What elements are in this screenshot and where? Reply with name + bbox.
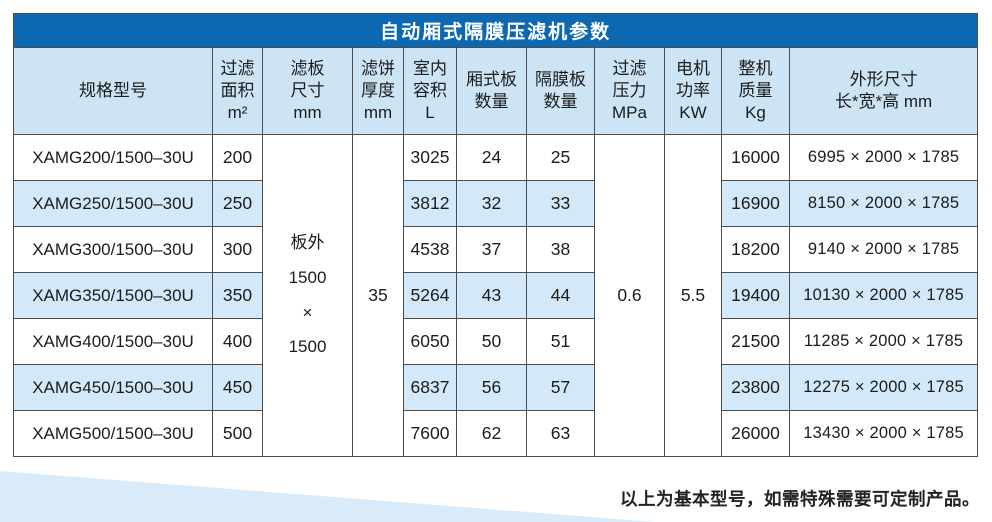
cell-cake-thickness: 35 (352, 134, 404, 457)
table-row: XAMG350/1500–30U 350 5264 43 44 19400 10130 × … (13, 272, 979, 319)
cell-model: XAMG450/1500–30U (13, 364, 213, 411)
cell-model: XAMG350/1500–30U (13, 272, 213, 319)
cell-area: 450 (212, 364, 263, 411)
cell-diaphragm: 38 (526, 226, 595, 273)
table-row: XAMG200/1500–30U 200 板外 1500 × 1500 35 3025 2… (13, 134, 979, 457)
cell-weight: 16000 (721, 134, 790, 181)
cell-chamber: 50 (456, 318, 527, 365)
table-row: XAMG250/1500–30U 250 3812 32 33 16900 8150 × 2… (13, 180, 979, 227)
cell-model: XAMG500/1500–30U (13, 410, 213, 457)
cell-plate-size: 板外 1500 × 1500 (262, 134, 353, 457)
column-header-plate-size: 滤板 尺寸 mm (262, 47, 353, 135)
cell-chamber: 62 (456, 410, 527, 457)
footer-note: 以上为基本型号，如需特殊需要可定制产品。 (620, 489, 980, 509)
cell-volume: 5264 (403, 272, 457, 319)
cell-weight: 21500 (721, 318, 790, 365)
cell-volume: 6050 (403, 318, 457, 365)
cell-weight: 26000 (721, 410, 790, 457)
cell-diaphragm: 25 (526, 134, 595, 181)
table-row: XAMG500/1500–30U 500 7600 62 63 26000 13430 × … (13, 410, 979, 457)
cell-volume: 3812 (403, 180, 457, 227)
cell-volume: 6837 (403, 364, 457, 411)
column-header-cake-thickness: 滤饼 厚度 mm (352, 47, 404, 135)
cell-dims: 8150 × 2000 × 1785 (788, 180, 979, 227)
cell-dims: 9140 × 2000 × 1785 (788, 226, 979, 273)
decorative-wedge (0, 471, 655, 522)
cell-diaphragm: 63 (526, 410, 595, 457)
cell-area: 350 (212, 272, 263, 319)
column-header-motor-power: 电机 功率 KW (664, 47, 722, 135)
table-row: XAMG450/1500–30U 450 6837 56 57 23800 12275 × … (13, 364, 979, 411)
column-header-chamber-volume: 室内 容积 L (403, 47, 457, 135)
cell-dims: 6995 × 2000 × 1785 (788, 134, 979, 181)
cell-model: XAMG250/1500–30U (13, 180, 213, 227)
cell-chamber: 32 (456, 180, 527, 227)
cell-area: 500 (212, 410, 263, 457)
table-title-row: 自动厢式隔膜压滤机参数 (12, 13, 979, 48)
cell-diaphragm: 44 (526, 272, 595, 319)
cell-chamber: 37 (456, 226, 527, 273)
cell-model: XAMG400/1500–30U (13, 318, 213, 365)
cell-area: 400 (212, 318, 263, 365)
column-header-model: 规格型号 (13, 47, 213, 135)
table-row: XAMG400/1500–30U 400 6050 50 51 21500 11285 × … (13, 318, 979, 365)
table-row: XAMG300/1500–30U 300 4538 37 38 18200 9140 × 2… (13, 226, 979, 273)
cell-area: 200 (212, 134, 263, 181)
cell-weight: 19400 (721, 272, 790, 319)
cell-dims: 11285 × 2000 × 1785 (788, 318, 979, 365)
column-header-machine-weight: 整机 质量 Kg (721, 47, 790, 135)
table-title: 自动厢式隔膜压滤机参数 (12, 13, 979, 48)
cell-dims: 12275 × 2000 × 1785 (788, 364, 979, 411)
cell-chamber: 43 (456, 272, 527, 319)
cell-area: 250 (212, 180, 263, 227)
cell-diaphragm: 57 (526, 364, 595, 411)
cell-dims: 10130 × 2000 × 1785 (788, 272, 979, 319)
cell-motor-power: 5.5 (664, 134, 722, 457)
column-header-dimensions: 外形尺寸 长*宽*高 mm (788, 47, 979, 135)
cell-weight: 16900 (721, 180, 790, 227)
column-header-diaphragm-plates: 隔膜板 数量 (526, 47, 595, 135)
cell-model: XAMG200/1500–30U (13, 134, 213, 181)
cell-pressure: 0.6 (594, 134, 665, 457)
cell-dims: 13430 × 2000 × 1785 (788, 410, 979, 457)
cell-weight: 18200 (721, 226, 790, 273)
cell-diaphragm: 33 (526, 180, 595, 227)
cell-area: 300 (212, 226, 263, 273)
cell-chamber: 24 (456, 134, 527, 181)
column-header-filter-area: 过滤 面积 m² (212, 47, 263, 135)
cell-volume: 3025 (403, 134, 457, 181)
column-header-filter-pressure: 过滤 压力 MPa (594, 47, 665, 135)
spec-table: 自动厢式隔膜压滤机参数 规格型号 过滤 面积 m² 滤板 尺寸 mm 滤饼 厚度… (12, 13, 979, 457)
column-header-chamber-plates: 厢式板 数量 (456, 47, 527, 135)
cell-model: XAMG300/1500–30U (13, 226, 213, 273)
cell-weight: 23800 (721, 364, 790, 411)
cell-chamber: 56 (456, 364, 527, 411)
cell-volume: 4538 (403, 226, 457, 273)
spec-table-body: XAMG200/1500–30U 200 板外 1500 × 1500 35 3025 2… (13, 134, 979, 457)
table-header-row: 规格型号 过滤 面积 m² 滤板 尺寸 mm 滤饼 厚度 mm 室内 容积 L … (13, 47, 979, 135)
cell-volume: 7600 (403, 410, 457, 457)
cell-diaphragm: 51 (526, 318, 595, 365)
